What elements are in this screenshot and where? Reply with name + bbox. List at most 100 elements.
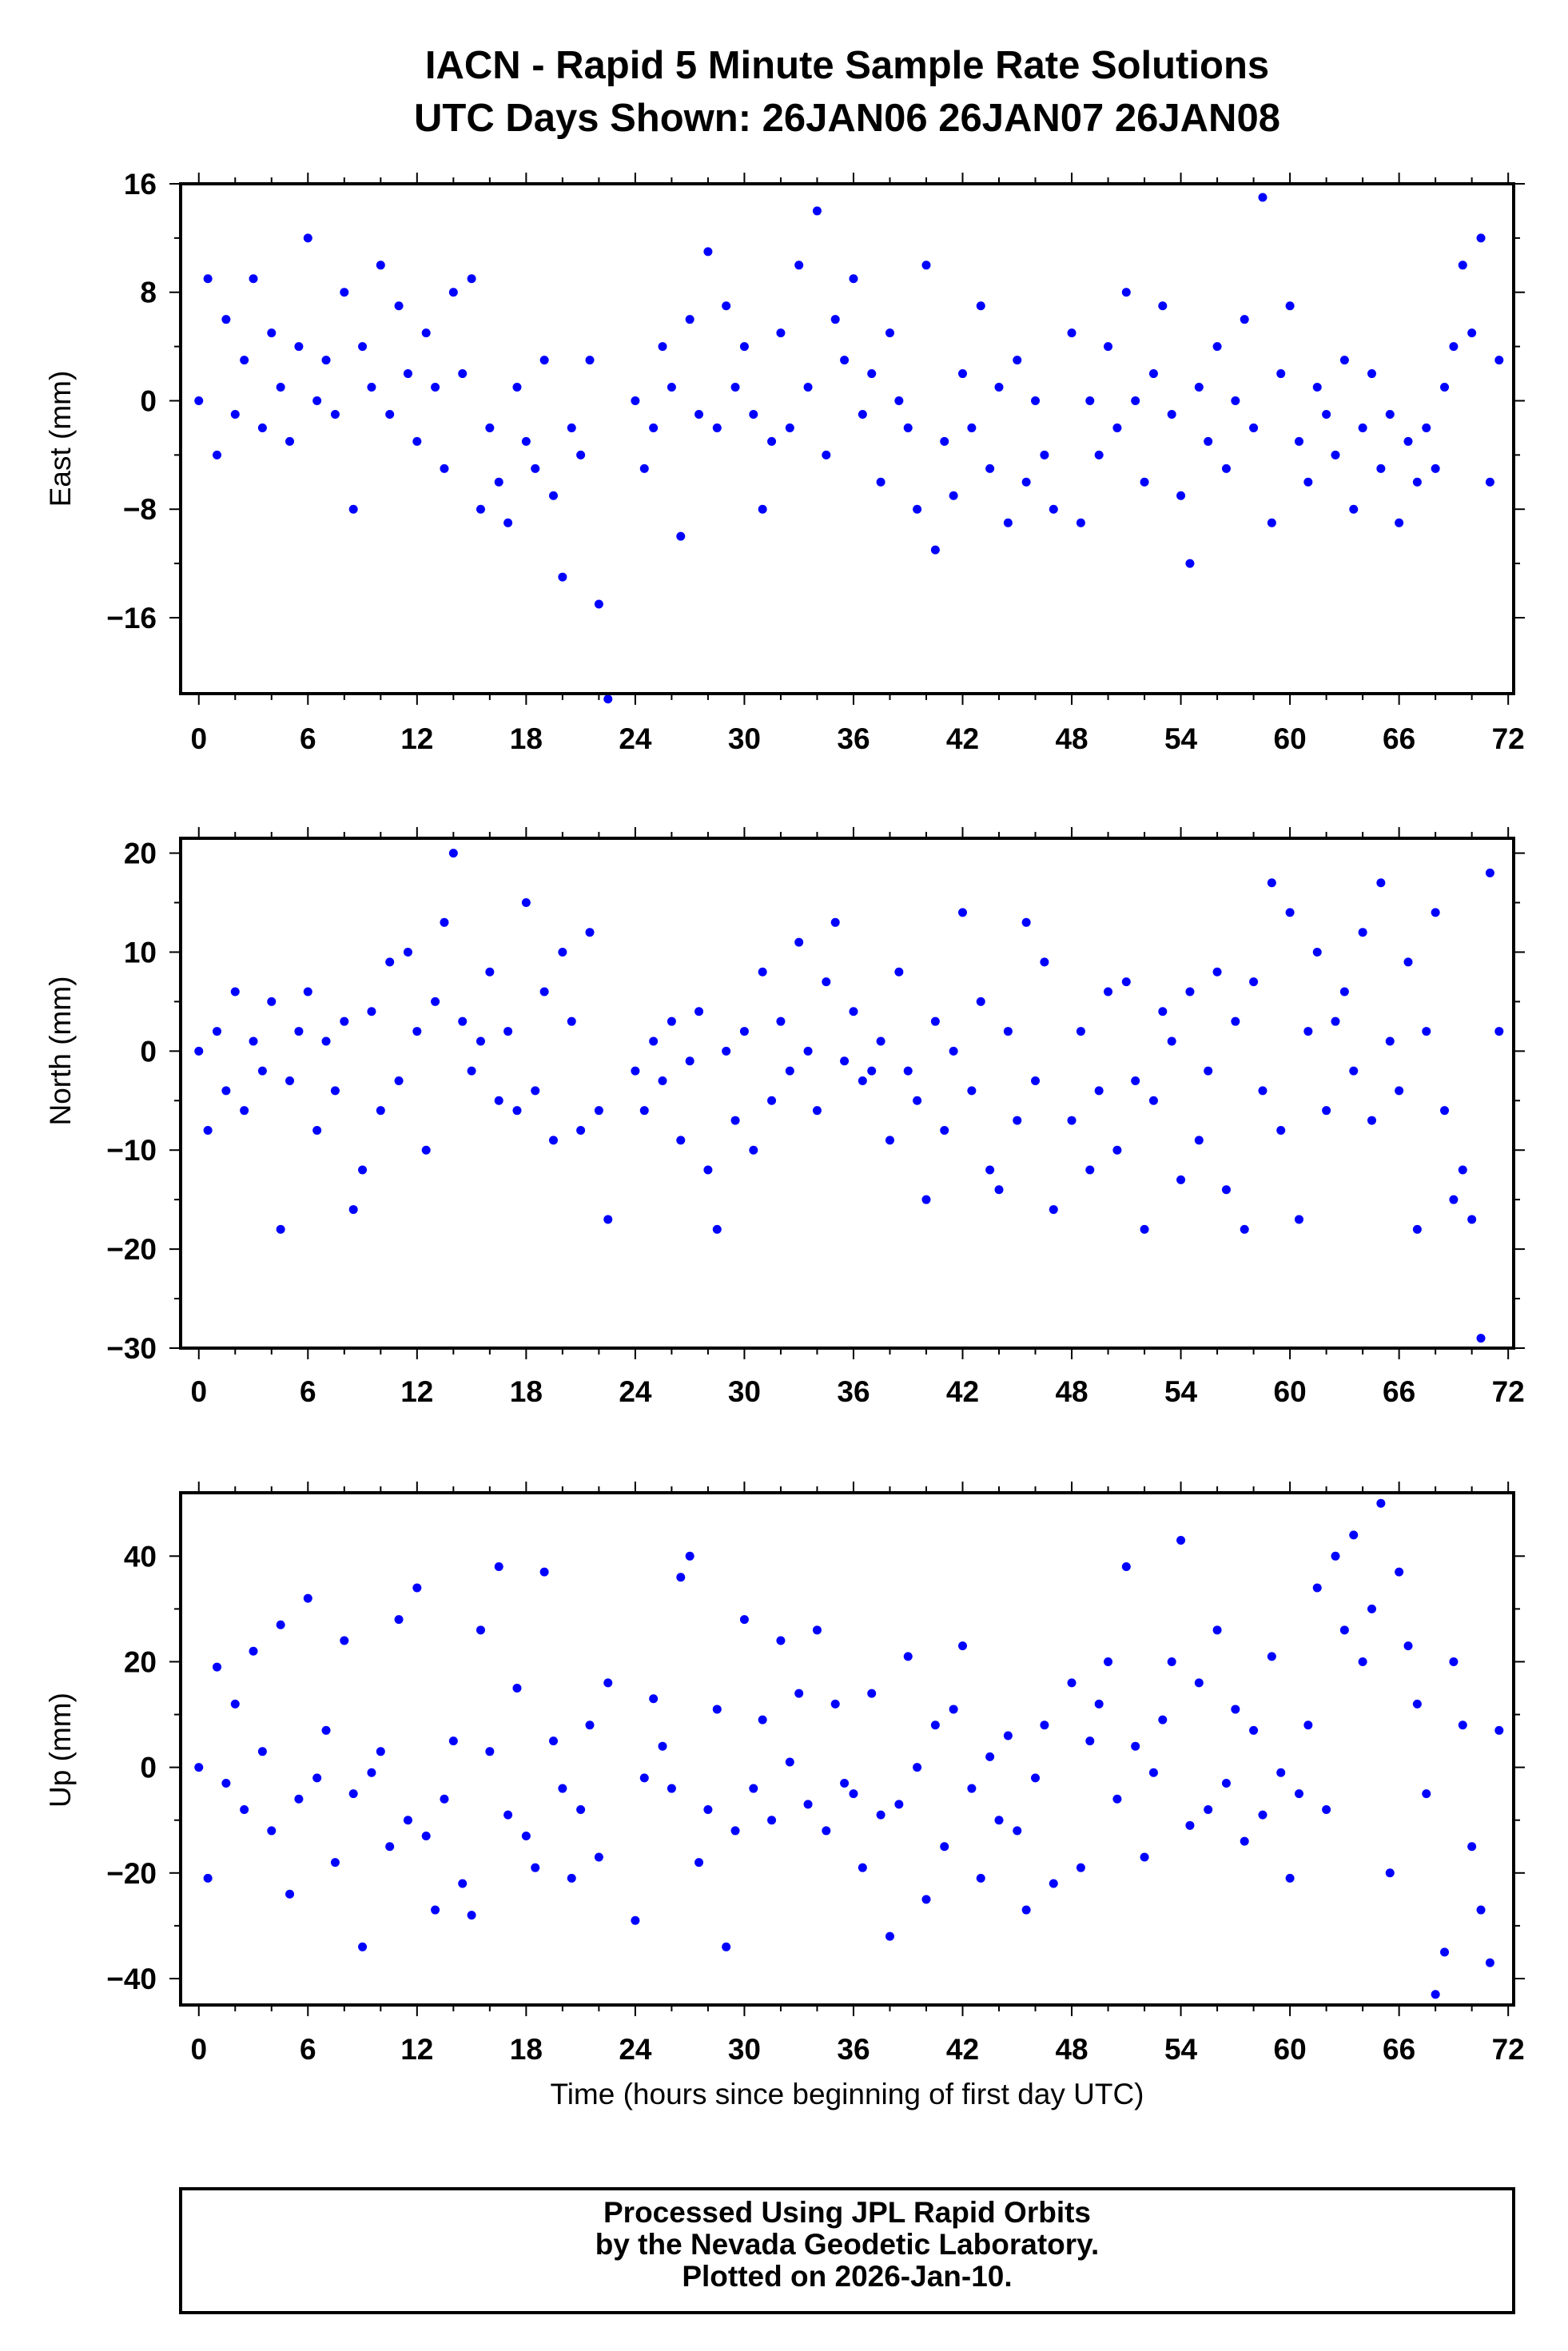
data-point bbox=[1013, 1116, 1022, 1125]
data-point bbox=[694, 1858, 704, 1868]
data-point bbox=[1131, 1076, 1140, 1086]
data-point bbox=[949, 1046, 958, 1056]
data-point bbox=[1194, 1136, 1204, 1145]
data-point bbox=[1339, 987, 1349, 996]
data-point bbox=[1294, 1789, 1303, 1799]
data-point bbox=[1094, 1699, 1104, 1709]
data-point bbox=[949, 1705, 958, 1714]
data-point bbox=[1158, 1007, 1168, 1016]
data-point bbox=[921, 1895, 931, 1904]
data-point bbox=[458, 1879, 468, 1888]
data-point bbox=[1221, 1185, 1231, 1195]
y-tick-label: 8 bbox=[140, 276, 157, 309]
data-point bbox=[1358, 423, 1367, 432]
data-point bbox=[194, 1763, 204, 1772]
data-point bbox=[1367, 369, 1377, 379]
data-point bbox=[785, 1757, 794, 1767]
footer-line-1: Processed Using JPL Rapid Orbits bbox=[603, 2196, 1091, 2229]
data-point bbox=[703, 1165, 713, 1175]
x-tick-label: 18 bbox=[510, 1375, 543, 1408]
data-point bbox=[1112, 1145, 1122, 1155]
x-tick-label: 60 bbox=[1274, 722, 1307, 755]
data-point bbox=[1104, 1657, 1113, 1666]
data-point bbox=[1158, 1715, 1168, 1724]
x-tick-label: 30 bbox=[728, 722, 761, 755]
data-point bbox=[894, 396, 904, 405]
data-point bbox=[840, 356, 850, 365]
data-point bbox=[1204, 1066, 1213, 1076]
data-point bbox=[431, 996, 440, 1006]
data-point bbox=[249, 274, 258, 284]
data-point bbox=[213, 450, 222, 459]
data-point bbox=[448, 849, 458, 858]
data-point bbox=[1067, 1678, 1077, 1688]
data-point bbox=[403, 369, 412, 379]
chart-title: IACN - Rapid 5 Minute Sample Rate Soluti… bbox=[425, 44, 1269, 87]
x-tick-label: 24 bbox=[619, 722, 652, 755]
data-point bbox=[758, 967, 767, 977]
data-point bbox=[213, 1662, 222, 1672]
data-point bbox=[1003, 1027, 1013, 1036]
data-point bbox=[476, 504, 485, 514]
data-point bbox=[376, 1747, 385, 1756]
data-point bbox=[812, 1106, 822, 1116]
data-point bbox=[1331, 1016, 1340, 1026]
data-point bbox=[467, 1911, 476, 1920]
data-point bbox=[830, 917, 840, 927]
data-point bbox=[1358, 928, 1367, 937]
data-point bbox=[303, 233, 312, 243]
data-point bbox=[1440, 383, 1450, 392]
data-point bbox=[1349, 1530, 1359, 1540]
data-point bbox=[294, 342, 304, 352]
data-point bbox=[576, 1804, 586, 1814]
data-point bbox=[758, 1715, 767, 1724]
data-point bbox=[1185, 1820, 1195, 1830]
plot-frame bbox=[179, 837, 1515, 1350]
data-point bbox=[1395, 1567, 1404, 1577]
data-point bbox=[1231, 396, 1240, 405]
data-point bbox=[1231, 1016, 1240, 1026]
x-tick-label: 72 bbox=[1492, 2033, 1525, 2066]
data-point bbox=[531, 1086, 540, 1096]
data-point bbox=[203, 274, 213, 284]
data-point bbox=[658, 1741, 667, 1751]
data-point bbox=[1285, 301, 1295, 311]
data-point bbox=[476, 1625, 485, 1635]
data-point bbox=[358, 1942, 368, 1951]
y-tick-label: 40 bbox=[124, 1540, 157, 1573]
data-point bbox=[639, 1106, 649, 1116]
data-point bbox=[1431, 463, 1440, 473]
data-point bbox=[1121, 1562, 1131, 1572]
y-tick-label: 20 bbox=[124, 1645, 157, 1678]
data-point bbox=[730, 1116, 740, 1125]
footer-box bbox=[179, 2187, 1515, 2314]
data-point bbox=[257, 1747, 267, 1756]
data-point bbox=[676, 531, 686, 541]
data-point bbox=[685, 1056, 694, 1066]
data-point bbox=[403, 1816, 412, 1825]
data-point bbox=[521, 436, 531, 446]
x-tick-label: 60 bbox=[1274, 1375, 1307, 1408]
x-tick-label: 30 bbox=[728, 2033, 761, 2066]
data-point bbox=[885, 1931, 894, 1941]
data-point bbox=[1476, 1905, 1486, 1915]
data-point bbox=[1303, 477, 1313, 487]
data-point bbox=[539, 1567, 549, 1577]
data-point bbox=[1140, 1852, 1149, 1862]
data-point bbox=[1167, 409, 1176, 419]
data-point bbox=[376, 1106, 385, 1116]
data-point bbox=[1194, 383, 1204, 392]
data-point bbox=[1167, 1657, 1176, 1666]
data-point bbox=[303, 987, 312, 996]
data-point bbox=[1403, 957, 1413, 967]
data-point bbox=[803, 383, 813, 392]
data-point bbox=[1422, 1027, 1431, 1036]
data-point bbox=[1403, 436, 1413, 446]
data-point bbox=[1322, 1106, 1331, 1116]
data-point bbox=[830, 315, 840, 324]
data-point bbox=[894, 967, 904, 977]
data-point bbox=[594, 599, 603, 609]
data-point bbox=[1322, 1804, 1331, 1814]
data-point bbox=[1449, 342, 1459, 352]
